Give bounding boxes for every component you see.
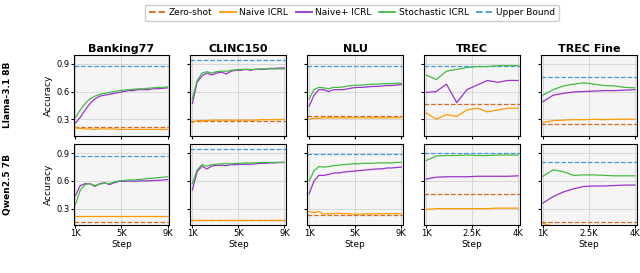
Title: CLINC150: CLINC150 [209,44,268,54]
Title: NLU: NLU [343,44,367,54]
Y-axis label: Accuracy: Accuracy [44,164,53,205]
Legend: Zero-shot, Naive ICRL, Naive+ ICRL, Stochastic ICRL, Upper Bound: Zero-shot, Naive ICRL, Naive+ ICRL, Stoc… [145,5,559,21]
Title: TREC: TREC [456,44,488,54]
Text: Llama-3.1 8B: Llama-3.1 8B [3,62,12,128]
Title: Banking77: Banking77 [88,44,154,54]
X-axis label: Step: Step [579,240,599,249]
X-axis label: Step: Step [228,240,249,249]
Text: Qwen2.5 7B: Qwen2.5 7B [3,154,12,215]
X-axis label: Step: Step [111,240,132,249]
Title: TREC Fine: TREC Fine [557,44,620,54]
X-axis label: Step: Step [345,240,365,249]
Y-axis label: Accuracy: Accuracy [44,75,53,116]
X-axis label: Step: Step [461,240,483,249]
